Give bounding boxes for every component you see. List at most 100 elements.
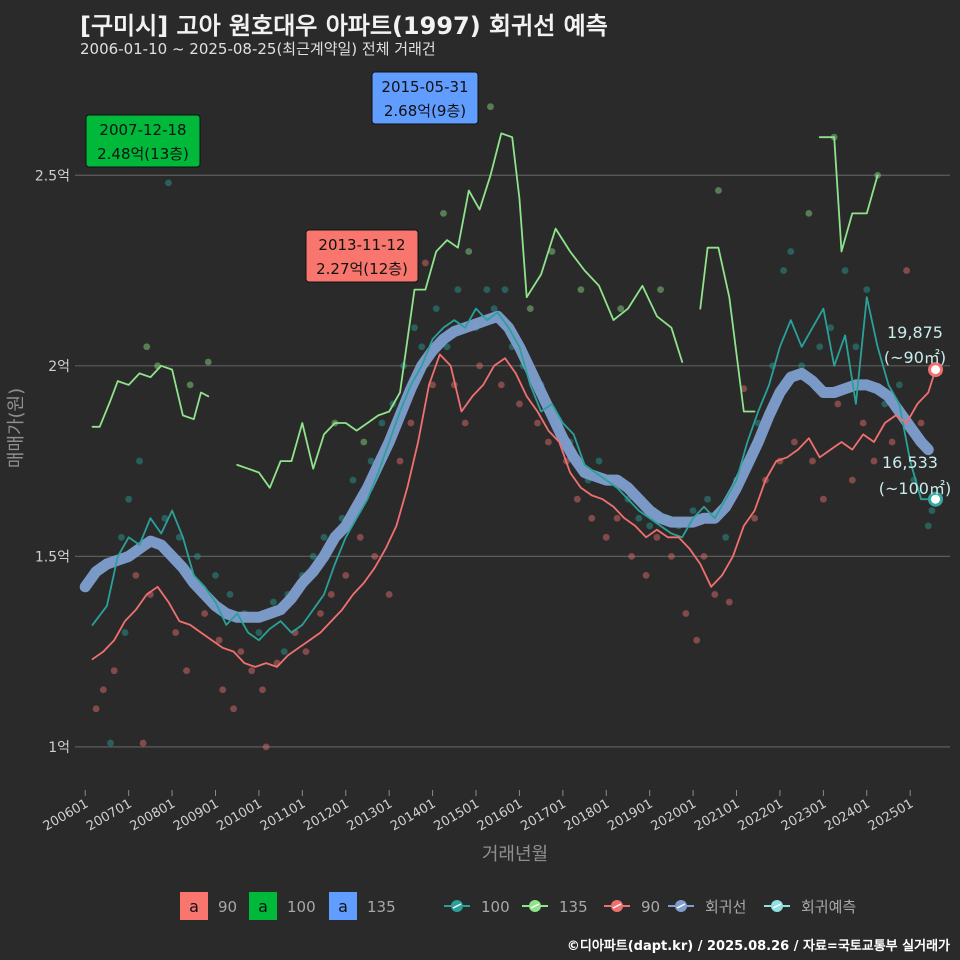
scatter-point [378,419,386,427]
scatter-point [526,305,534,313]
scatter-point [327,591,335,598]
scatter-point [859,419,867,427]
scatter-point [255,629,263,636]
scatter-point [722,533,730,541]
scatter-point [870,457,878,465]
scatter-point [186,381,194,389]
x-tick-label: 200801 [128,796,178,834]
annotation-box [371,71,479,125]
scatter-point [924,522,932,530]
x-tick-label: 200701 [84,796,134,834]
scatter-point [490,305,498,313]
scatter-point [751,514,759,522]
annotation-value: 2.68억(9층) [384,102,466,120]
legend-series-swatch-mark [452,903,462,909]
scatter-point [476,362,484,370]
end-label-forecast-value: 16,533 [882,453,938,472]
scatter-point [219,686,227,694]
scatter-point [693,636,701,644]
scatter-point [577,286,585,293]
scatter-point [396,457,404,465]
scatter-point [125,495,133,503]
scatter-point [99,686,107,694]
scatter-point [136,457,143,465]
scatter-point [917,419,925,427]
scatter-point [121,629,129,636]
end-label-90-value: 19,875 [887,323,943,342]
x-tick-label: 200901 [171,796,221,834]
scatter-point [139,739,147,747]
scatter-point [172,629,180,636]
scatter-point [483,286,491,293]
end-marker-90 [928,362,944,378]
scatter-point [617,305,625,313]
scatter-point [657,286,664,293]
scatter-point [816,343,824,351]
scatter-point [715,187,722,194]
legend-series-label: 회귀예측 [801,898,856,916]
scatter-point [501,286,509,293]
scatter-point [443,343,451,351]
y-tick-label: 1억 [48,740,70,756]
scatter-point [259,686,266,694]
scatter-point [367,457,375,465]
scatter-point [711,591,719,598]
scatter-point [928,507,936,515]
scatter-point [183,667,190,675]
scatter-point [646,522,654,530]
source-caption: ©디아파트(dapt.kr) / 2025.08.26 / 자료=국토교통부 실… [566,939,950,954]
scatter-point [827,324,834,332]
x-tick-label: 201301 [345,796,395,834]
x-tick-label: 201201 [301,796,351,834]
scatter-point [461,419,469,427]
scatter-layer [92,103,936,751]
legend-layer: a 90 a 100 a 135 100 135 90 회귀선 회귀예측 [180,892,856,920]
scatter-point [888,438,896,446]
scatter-point [371,552,379,560]
legend-area-key [180,892,208,920]
x-tick-label: 202501 [866,796,916,834]
scatter-point [201,610,209,617]
legend-series-swatch-mark [676,903,686,909]
scatter-point [667,552,675,560]
x-tick-label: 200601 [41,796,91,834]
marker-layer [928,362,944,507]
scatter-point [704,495,711,503]
series-line-135 [91,132,879,489]
end-label-90-area: (~90㎡) [884,348,946,367]
legend-series-label: 100 [481,898,510,916]
scatter-point [628,552,635,560]
scatter-point [411,324,418,332]
x-tick-label: 202201 [735,796,785,834]
scatter-point [588,514,596,522]
scatter-point [110,667,118,675]
y-tick-label: 1.5억 [35,549,70,565]
annotation-box [305,229,419,283]
scatter-point [407,419,415,427]
x-tick-label: 202101 [692,796,742,834]
legend-series-swatch-mark [530,903,540,909]
scatter-point [161,514,169,522]
x-tick-label: 201901 [605,796,655,834]
x-tick-label: 202001 [649,796,699,834]
scatter-point [132,572,140,579]
scatter-point [903,267,910,274]
y-axis-title: 매매가(원) [6,388,27,468]
scatter-point [302,648,310,656]
scatter-point [320,533,328,541]
chart-subtitle: 2006-01-10 ~ 2025-08-25(최근계약일) 전체 거래건 [80,40,436,58]
end-marker-forecast [928,491,944,507]
scatter-point [780,267,787,274]
y-tick-label: 2.5억 [35,168,70,184]
x-tick-label: 202301 [779,796,829,834]
scatter-point [194,552,201,560]
chart-title: [구미시] 고아 원호대우 아파트(1997) 회귀선 예측 [80,12,608,40]
scatter-point [204,358,212,366]
scatter-point [573,495,581,503]
x-tick-label: 201601 [475,796,525,834]
scatter-point [262,743,270,751]
legend-area-key [329,892,357,920]
x-tick-label: 201401 [388,796,438,834]
scatter-point [269,598,277,606]
